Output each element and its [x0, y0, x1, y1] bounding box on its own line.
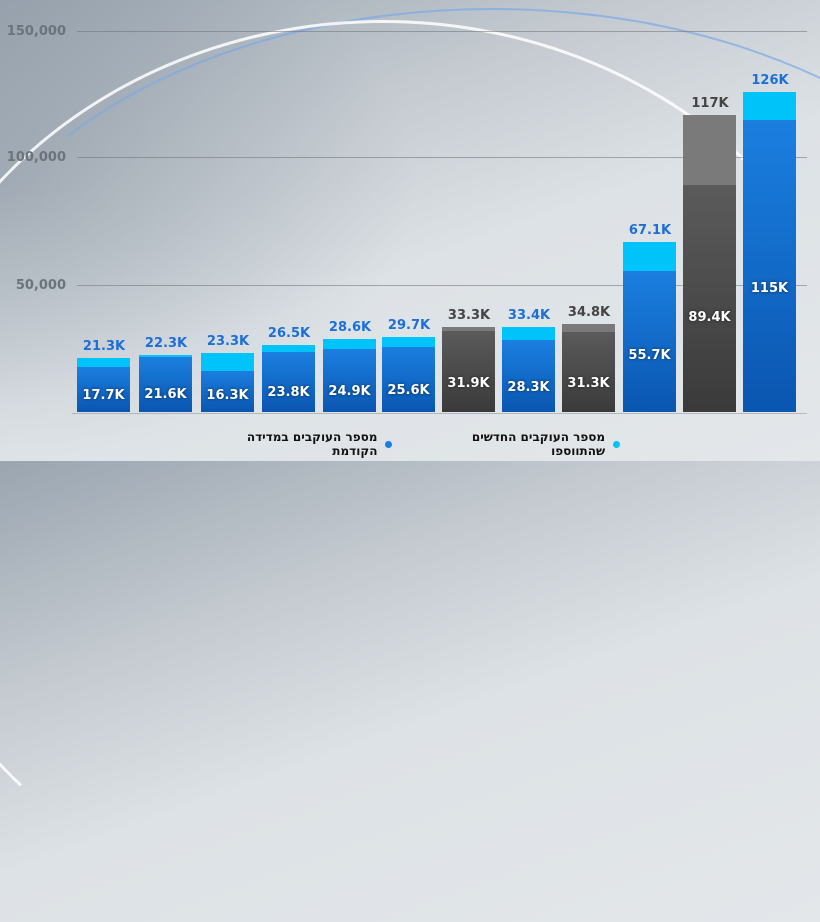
bar-previous-label: 24.9K	[328, 383, 371, 399]
gridline-50000	[77, 285, 807, 286]
bar-segment-previous	[442, 330, 495, 412]
bar-segment-previous	[139, 357, 192, 412]
legend-label-new: מספר העוקבים החדשים שהתווספו	[471, 430, 606, 458]
bar-total-label: 126K	[751, 72, 789, 88]
bar-segment-new	[442, 327, 495, 331]
legend-dot-new	[613, 440, 620, 448]
bar-segment-previous	[382, 346, 435, 412]
bar-segment-previous	[623, 270, 676, 412]
legend-item-new: מספר העוקבים החדשים שהתווספו	[416, 430, 620, 458]
bar-previous-label: 23.8K	[267, 384, 310, 400]
legend-dot-previous	[385, 440, 393, 448]
bar-segment-previous	[743, 119, 796, 412]
bar-total-label: 29.7K	[387, 317, 431, 333]
y-tick-50000: 50,000	[15, 278, 66, 293]
bar-segment-new	[502, 327, 555, 341]
bar-segment-previous	[683, 184, 736, 412]
bar-previous-label: 25.6K	[387, 382, 430, 398]
bar-previous-label: 31.3K	[567, 376, 610, 392]
bar-6: 29.7K 25.6K	[382, 318, 435, 412]
bar-total-label: 26.5K	[267, 325, 311, 341]
bar-9: 34.8K 31.3K	[562, 305, 615, 412]
legend-label-previous: מספר העוקבים במדידה הקודמת	[246, 430, 378, 458]
bar-previous-label: 89.4K	[688, 309, 731, 325]
bar-segment-previous	[201, 370, 254, 412]
bar-segment-previous	[502, 340, 555, 412]
bar-segment-new	[743, 91, 796, 120]
bar-8: 33.4K 28.3K	[502, 308, 555, 412]
bar-total-label: 23.3K	[206, 333, 250, 349]
bar-total-label: 117K	[691, 95, 729, 111]
bar-segment-new	[139, 355, 192, 358]
bar-total-label: 21.3K	[82, 338, 126, 354]
bar-segment-previous	[323, 348, 376, 412]
bar-total-label: 34.8K	[567, 304, 611, 320]
bar-2: 22.3K 21.6K	[139, 336, 192, 412]
gridline-100000	[77, 157, 807, 158]
bar-1: 21.3K 17.7K	[77, 339, 130, 412]
bar-segment-new	[201, 352, 254, 371]
bar-previous-label: 31.9K	[447, 375, 490, 391]
bar-11: 117K 89.4K	[683, 96, 736, 412]
bar-previous-label: 16.3K	[206, 387, 249, 403]
bar-total-label: 33.3K	[447, 308, 491, 324]
bar-segment-new	[77, 357, 130, 368]
bar-previous-label: 55.7K	[628, 348, 671, 364]
bar-7: 33.3K 31.9K	[442, 308, 495, 412]
bar-previous-label: 21.6K	[144, 387, 187, 403]
y-tick-150000: 150,000	[6, 24, 66, 39]
bar-previous-label: 17.7K	[82, 387, 125, 403]
bar-segment-new	[382, 336, 435, 347]
bar-total-label: 28.6K	[328, 320, 372, 336]
bar-previous-label: 28.3K	[507, 379, 550, 395]
bar-segment-new	[323, 339, 376, 349]
x-axis-baseline	[72, 413, 807, 414]
bar-3: 23.3K 16.3K	[201, 334, 254, 412]
bar-previous-label: 115K	[750, 280, 789, 296]
bar-10: 67.1K 55.7K	[623, 223, 676, 412]
bar-segment-new	[562, 323, 615, 333]
bar-segment-new	[262, 344, 315, 352]
bar-segment-new	[623, 241, 676, 271]
bar-4: 26.5K 23.8K	[262, 326, 315, 412]
bar-segment-previous	[562, 332, 615, 412]
bar-segment-previous	[262, 351, 315, 412]
bar-5: 28.6K 24.9K	[323, 320, 376, 412]
legend: מספר העוקבים במדידה הקודמת מספר העוקבים …	[200, 430, 620, 458]
legend-item-previous: מספר העוקבים במדידה הקודמת	[200, 430, 393, 458]
bar-total-label: 67.1K	[628, 222, 672, 238]
gridline-150000	[77, 31, 807, 32]
bar-total-label: 22.3K	[144, 336, 188, 352]
bar-segment-new	[683, 114, 736, 185]
y-tick-100000: 100,000	[6, 150, 66, 165]
bar-total-label: 33.4K	[507, 308, 551, 324]
bar-12: 126K 115K	[743, 73, 796, 412]
bar-segment-previous	[77, 367, 130, 412]
